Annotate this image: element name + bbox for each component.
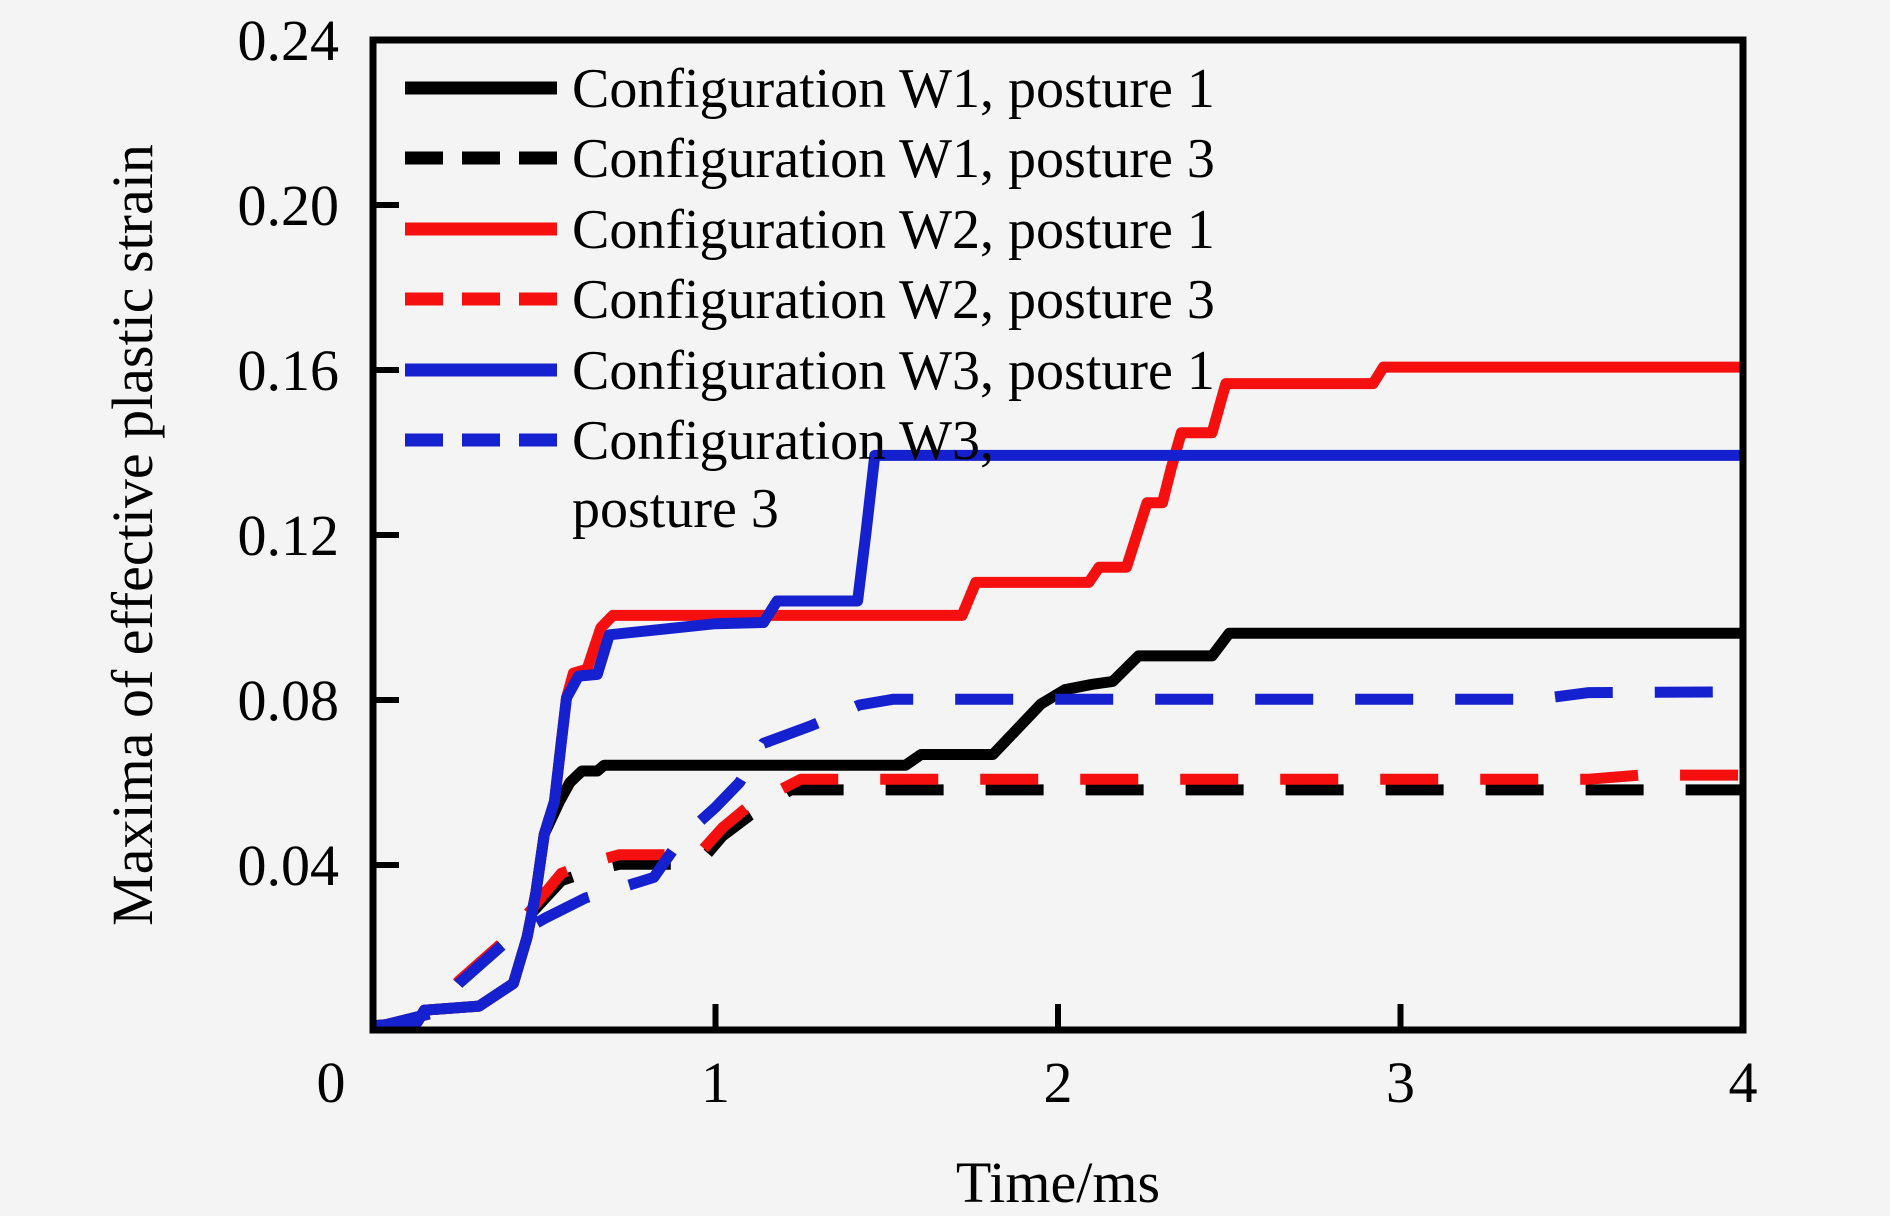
legend-label: Configuration W1, posture 1 [572, 58, 1215, 120]
legend-label: Configuration W2, posture 3 [572, 269, 1215, 331]
y-axis-label: Maxima of effective plastic strain [100, 144, 165, 926]
y-tick-label: 0.08 [238, 668, 340, 733]
y-tick-label: 0.12 [238, 503, 340, 568]
series-2-line [371, 784, 1743, 1034]
y-axis-ticks: 0.04 0.08 0.12 0.16 0.20 0.24 [238, 8, 399, 898]
series-6-line [371, 686, 1744, 1034]
x-axis-label: Time/ms [956, 1150, 1160, 1215]
x-tick-label: 4 [1729, 1050, 1758, 1115]
legend-label: Configuration W3, posture 1 [572, 340, 1215, 402]
x-tick-label: 1 [701, 1050, 730, 1115]
series-1-line [372, 627, 1743, 1032]
y-tick-label: 0.24 [238, 8, 340, 73]
y-tick-label: 0.16 [238, 338, 340, 403]
y-tick-label: 0.04 [238, 833, 340, 898]
legend-label: Configuration W2, posture 1 [572, 199, 1215, 261]
x-tick-label: 2 [1044, 1050, 1073, 1115]
y-tick-label: 0.20 [238, 173, 340, 238]
x-tick-label: 3 [1386, 1050, 1415, 1115]
series-5-line [372, 449, 1743, 1032]
x-axis-ticks: 0 1 2 3 4 [317, 1004, 1758, 1115]
x-tick-label: 0 [317, 1050, 346, 1115]
legend-label: Configuration W1, posture 3 [572, 128, 1215, 190]
legend-label: Configuration W3, [572, 410, 994, 472]
legend-label: posture 3 [572, 478, 779, 540]
chart-generated-content: 0 1 2 3 4 0.04 0.08 0.12 0.16 0.20 0.24 Configurati… [238, 8, 1758, 1115]
legend: Configuration W1, posture 1 Configuration… [405, 58, 1215, 540]
